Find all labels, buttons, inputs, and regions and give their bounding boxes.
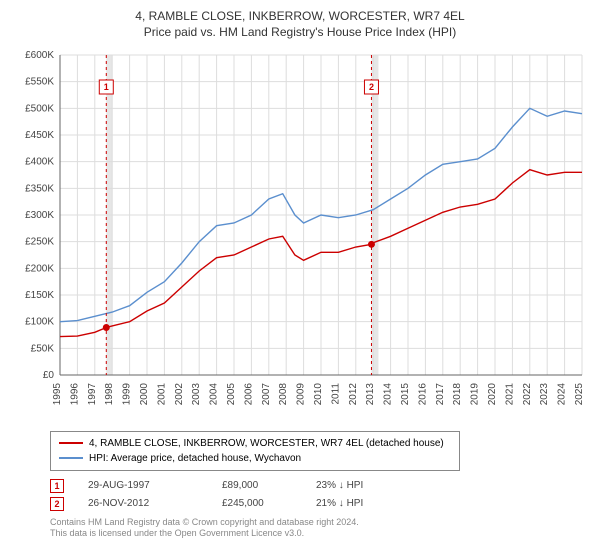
svg-text:2: 2 xyxy=(369,82,374,92)
svg-text:2010: 2010 xyxy=(313,382,324,405)
svg-text:2022: 2022 xyxy=(522,382,533,405)
svg-text:1997: 1997 xyxy=(87,382,98,405)
marker-badge: 1 xyxy=(50,479,64,493)
disclaimer-line: This data is licensed under the Open Gov… xyxy=(50,528,590,540)
svg-text:1996: 1996 xyxy=(69,382,80,405)
marker-badge: 2 xyxy=(50,497,64,511)
svg-text:2025: 2025 xyxy=(574,382,585,405)
chart-container: 4, RAMBLE CLOSE, INKBERROW, WORCESTER, W… xyxy=(0,0,600,560)
svg-text:1999: 1999 xyxy=(122,382,133,405)
disclaimer-line: Contains HM Land Registry data © Crown c… xyxy=(50,517,590,529)
svg-text:£200K: £200K xyxy=(25,263,54,274)
marker-price: £89,000 xyxy=(222,477,292,495)
svg-text:2012: 2012 xyxy=(348,382,359,405)
svg-text:£50K: £50K xyxy=(31,343,55,354)
svg-text:2018: 2018 xyxy=(452,382,463,405)
marker-date: 29-AUG-1997 xyxy=(88,477,198,495)
svg-text:2002: 2002 xyxy=(174,382,185,405)
svg-text:2015: 2015 xyxy=(400,382,411,405)
svg-text:1995: 1995 xyxy=(52,382,63,405)
svg-text:2016: 2016 xyxy=(417,382,428,405)
svg-text:2000: 2000 xyxy=(139,382,150,405)
svg-text:£500K: £500K xyxy=(25,103,54,114)
legend-label: 4, RAMBLE CLOSE, INKBERROW, WORCESTER, W… xyxy=(89,436,444,451)
legend-label: HPI: Average price, detached house, Wych… xyxy=(89,451,301,466)
chart-subtitle: Price paid vs. HM Land Registry's House … xyxy=(10,25,590,39)
svg-text:£450K: £450K xyxy=(25,130,54,141)
svg-text:2024: 2024 xyxy=(557,382,568,405)
chart-plot-area: £0 £50K £100K £150K £200K £250K £300K £350K £400… xyxy=(10,45,590,425)
svg-text:£300K: £300K xyxy=(25,210,54,221)
svg-text:2003: 2003 xyxy=(191,382,202,405)
marker-diff: 23% ↓ HPI xyxy=(316,477,406,495)
marker-table: 1 29-AUG-1997 £89,000 23% ↓ HPI 2 26-NOV-2012… xyxy=(50,477,590,513)
svg-text:£0: £0 xyxy=(43,370,55,381)
chart-title: 4, RAMBLE CLOSE, INKBERROW, WORCESTER, W… xyxy=(10,8,590,25)
svg-text:1: 1 xyxy=(104,82,109,92)
legend-item: 4, RAMBLE CLOSE, INKBERROW, WORCESTER, W… xyxy=(59,436,451,451)
svg-text:2004: 2004 xyxy=(209,382,220,405)
legend-swatch xyxy=(59,442,83,444)
svg-text:2020: 2020 xyxy=(487,382,498,405)
legend: 4, RAMBLE CLOSE, INKBERROW, WORCESTER, W… xyxy=(50,431,460,471)
svg-text:2023: 2023 xyxy=(539,382,550,405)
legend-swatch xyxy=(59,457,83,459)
svg-text:£100K: £100K xyxy=(25,316,54,327)
legend-item: HPI: Average price, detached house, Wych… xyxy=(59,451,451,466)
marker-row: 2 26-NOV-2012 £245,000 21% ↓ HPI xyxy=(50,495,590,513)
svg-text:2008: 2008 xyxy=(278,382,289,405)
svg-text:2005: 2005 xyxy=(226,382,237,405)
svg-text:2021: 2021 xyxy=(504,382,515,405)
svg-text:£550K: £550K xyxy=(25,76,54,87)
svg-text:2014: 2014 xyxy=(383,382,394,405)
disclaimer: Contains HM Land Registry data © Crown c… xyxy=(50,517,590,540)
svg-text:£250K: £250K xyxy=(25,236,54,247)
svg-text:2007: 2007 xyxy=(261,382,272,405)
svg-text:2011: 2011 xyxy=(330,382,341,404)
svg-text:2013: 2013 xyxy=(365,382,376,405)
svg-text:2017: 2017 xyxy=(435,382,446,405)
svg-text:1998: 1998 xyxy=(104,382,115,405)
svg-text:2019: 2019 xyxy=(470,382,481,405)
marker-price: £245,000 xyxy=(222,495,292,513)
svg-text:£150K: £150K xyxy=(25,290,54,301)
svg-text:2001: 2001 xyxy=(156,382,167,405)
line-chart: £0 £50K £100K £150K £200K £250K £300K £350K £400… xyxy=(10,45,590,425)
svg-text:£350K: £350K xyxy=(25,183,54,194)
marker-diff: 21% ↓ HPI xyxy=(316,495,406,513)
marker-date: 26-NOV-2012 xyxy=(88,495,198,513)
svg-text:£400K: £400K xyxy=(25,156,54,167)
marker-row: 1 29-AUG-1997 £89,000 23% ↓ HPI xyxy=(50,477,590,495)
svg-text:2006: 2006 xyxy=(243,382,254,405)
svg-text:£600K: £600K xyxy=(25,50,54,61)
svg-text:2009: 2009 xyxy=(296,382,307,405)
